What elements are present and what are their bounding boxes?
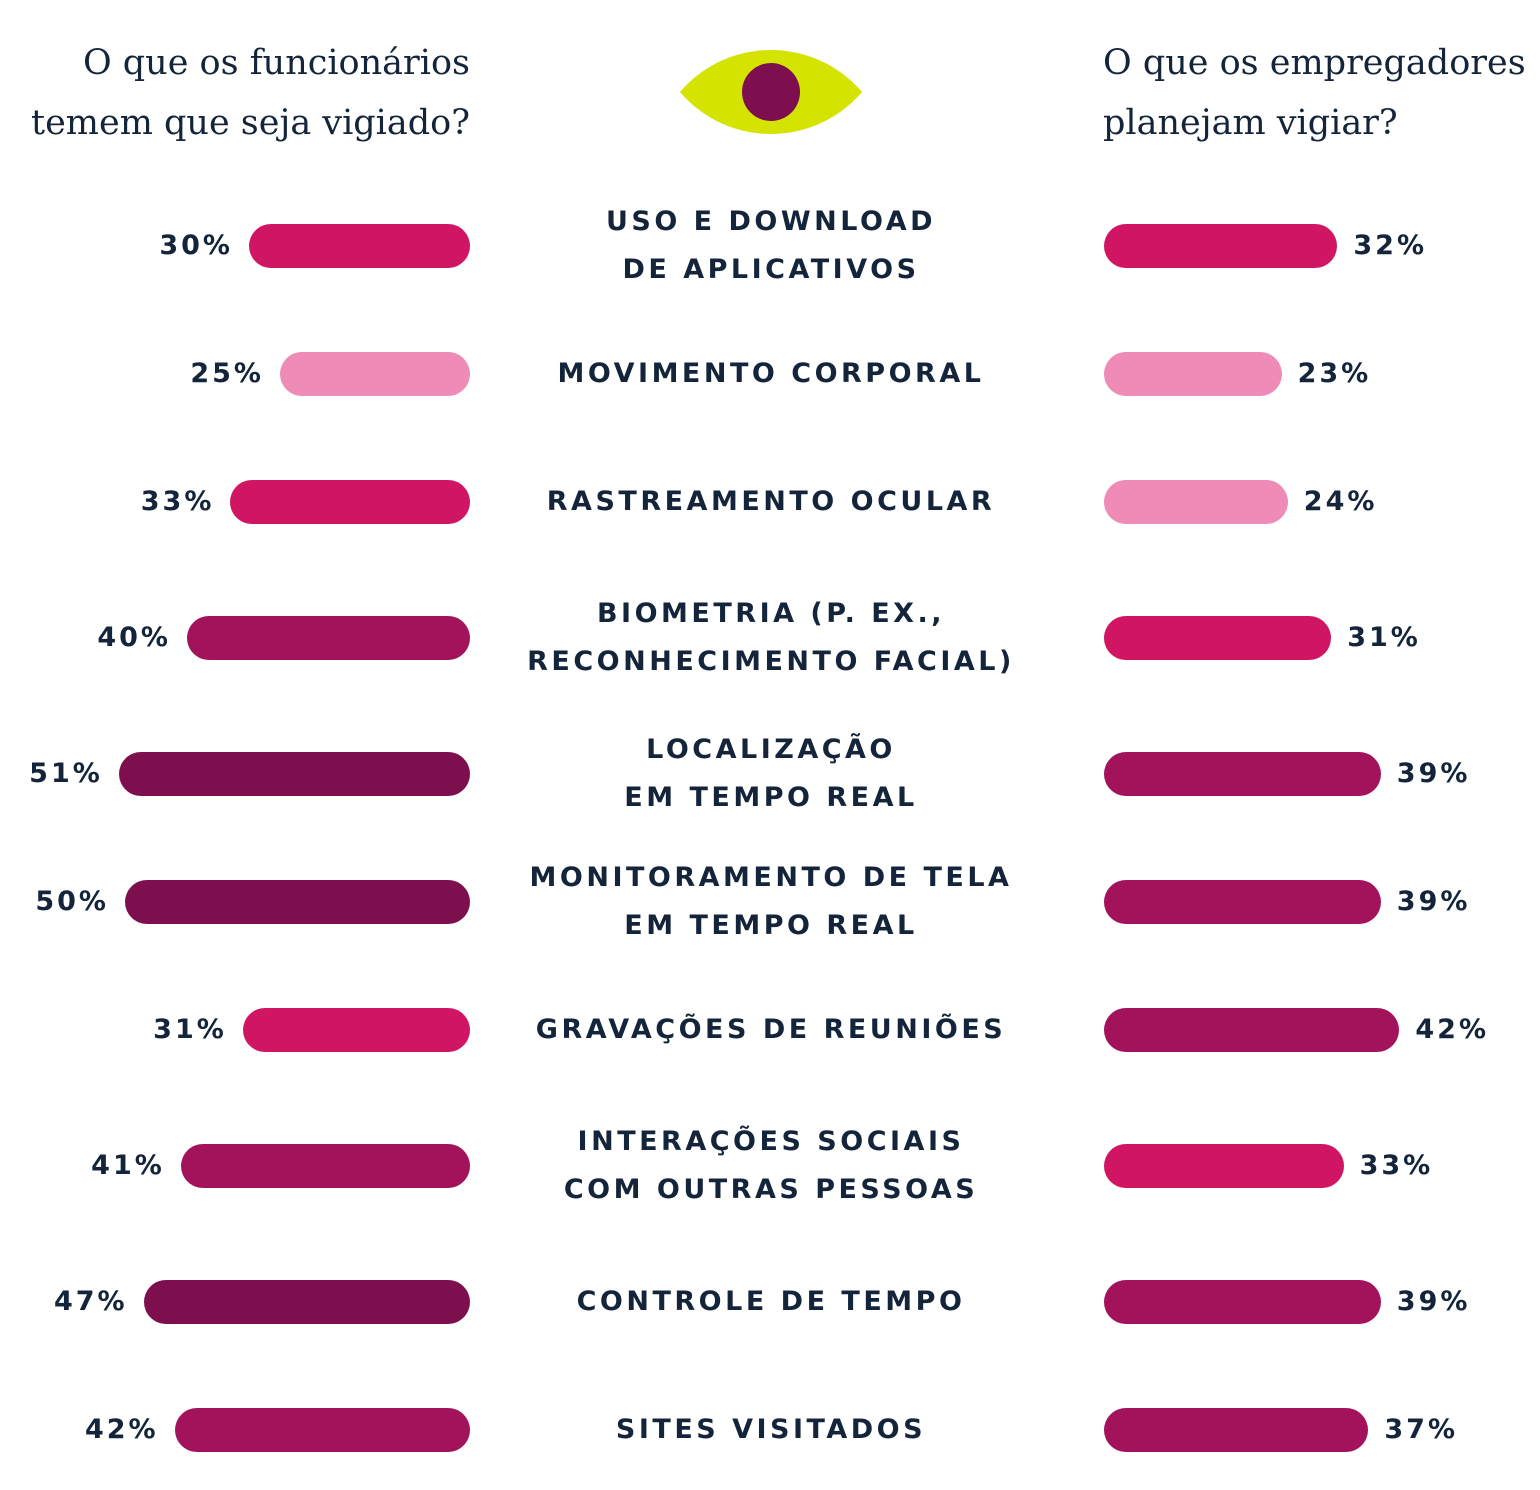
left-value-label: 41% <box>91 1150 165 1181</box>
left-bar <box>118 752 470 796</box>
category-label: CONTROLE DE TEMPO <box>480 1278 1062 1326</box>
left-bar <box>125 880 470 924</box>
left-value-label: 30% <box>159 230 233 261</box>
left-value-label: 40% <box>97 622 171 653</box>
category-label-line: EM TEMPO REAL <box>624 782 918 813</box>
category-label: USO E DOWNLOAD DE APLICATIVOS <box>480 198 1062 294</box>
left-value-label: 31% <box>153 1014 227 1045</box>
category-label: GRAVAÇÕES DE REUNIÕES <box>480 1006 1062 1054</box>
left-value-label: 25% <box>190 358 264 389</box>
left-bar <box>249 224 470 268</box>
right-bar <box>1104 1280 1381 1324</box>
right-bar <box>1104 752 1381 796</box>
left-heading-line2: temem que seja vigiado? <box>31 103 470 143</box>
left-bar <box>187 616 470 660</box>
left-bar <box>180 1144 470 1188</box>
right-heading-line2: planejam vigiar? <box>1103 103 1398 143</box>
category-label-line: INTERAÇÕES SOCIAIS <box>577 1126 965 1157</box>
right-value-label: 39% <box>1396 1286 1471 1317</box>
category-label: MONITORAMENTO DE TELA EM TEMPO REAL <box>480 854 1062 950</box>
category-label: INTERAÇÕES SOCIAIS COM OUTRAS PESSOAS <box>480 1118 1062 1214</box>
category-label-line: LOCALIZAÇÃO <box>646 734 896 765</box>
right-bar <box>1104 1408 1369 1452</box>
left-value-label: 33% <box>140 486 215 517</box>
right-value-label: 31% <box>1347 622 1421 653</box>
category-label-line: CONTROLE DE TEMPO <box>576 1286 966 1317</box>
category-label-line: DE APLICATIVOS <box>622 254 920 285</box>
category-label-line: SITES VISITADOS <box>615 1414 927 1445</box>
left-bar <box>230 480 470 524</box>
category-label: RASTREAMENTO OCULAR <box>480 478 1062 526</box>
category-label-line: COM OUTRAS PESSOAS <box>563 1174 979 1205</box>
category-label-line: MONITORAMENTO DE TELA <box>529 862 1013 893</box>
right-value-label: 37% <box>1384 1414 1459 1445</box>
right-value-label: 39% <box>1396 758 1471 789</box>
right-bar <box>1104 1144 1344 1188</box>
right-bar <box>1104 1008 1400 1052</box>
right-value-label: 42% <box>1415 1014 1490 1045</box>
right-value-label: 23% <box>1297 358 1372 389</box>
category-label: MOVIMENTO CORPORAL <box>480 350 1062 398</box>
category-label-line: RASTREAMENTO OCULAR <box>546 486 996 517</box>
right-bar <box>1104 616 1332 660</box>
left-heading-line1: O que os funcionários <box>82 43 470 83</box>
right-bar <box>1104 352 1282 396</box>
category-label: SITES VISITADOS <box>480 1406 1062 1454</box>
right-heading-line1: O que os empregadores <box>1103 43 1526 83</box>
category-label-line: RECONHECIMENTO FACIAL) <box>527 646 1015 677</box>
left-value-label: 50% <box>35 886 109 917</box>
left-bar <box>143 1280 470 1324</box>
left-bar <box>174 1408 470 1452</box>
left-bar <box>280 352 470 396</box>
category-label-line: BIOMETRIA (P. EX., <box>596 598 946 629</box>
left-value-label: 47% <box>53 1286 128 1317</box>
right-value-label: 39% <box>1396 886 1471 917</box>
right-value-label: 33% <box>1359 1150 1434 1181</box>
category-label: BIOMETRIA (P. EX., RECONHECIMENTO FACIAL) <box>480 590 1062 686</box>
right-value-label: 32% <box>1353 230 1428 261</box>
right-value-label: 24% <box>1303 486 1378 517</box>
category-label-line: USO E DOWNLOAD <box>605 206 937 237</box>
category-label: LOCALIZAÇÃO EM TEMPO REAL <box>480 726 1062 822</box>
right-bar <box>1104 224 1338 268</box>
eye-icon <box>680 50 862 134</box>
right-bar <box>1104 880 1381 924</box>
category-label-line: EM TEMPO REAL <box>624 910 918 941</box>
left-bar <box>242 1008 470 1052</box>
right-heading: O que os empregadores planejam vigiar? <box>1103 33 1526 153</box>
left-value-label: 42% <box>84 1414 159 1445</box>
left-value-label: 51% <box>29 758 103 789</box>
right-bar <box>1104 480 1288 524</box>
category-label-line: GRAVAÇÕES DE REUNIÕES <box>535 1014 1007 1045</box>
category-label-line: MOVIMENTO CORPORAL <box>557 358 985 389</box>
left-heading: O que os funcionários temem que seja vig… <box>31 33 470 153</box>
